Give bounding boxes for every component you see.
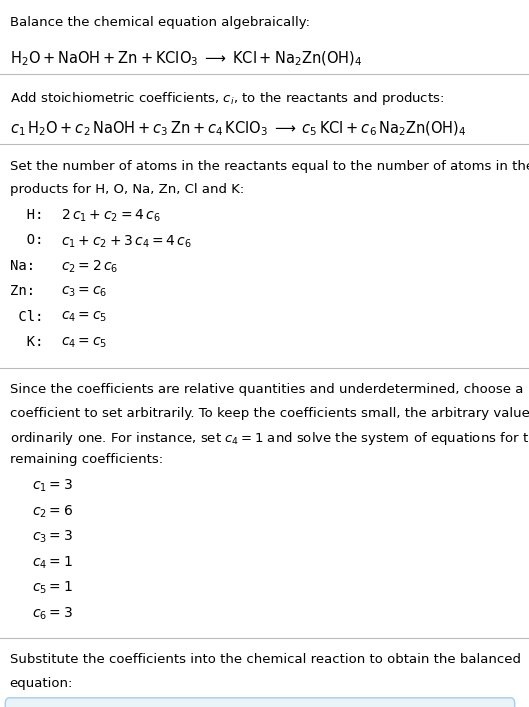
- Text: $c_3 = c_6$: $c_3 = c_6$: [61, 284, 107, 298]
- Text: $c_4 = 1$: $c_4 = 1$: [32, 554, 72, 571]
- Text: ordinarily one. For instance, set $c_4 = 1$ and solve the system of equations fo: ordinarily one. For instance, set $c_4 =…: [10, 430, 529, 447]
- Text: H:: H:: [10, 208, 43, 222]
- Text: Cl:: Cl:: [10, 310, 43, 324]
- Text: remaining coefficients:: remaining coefficients:: [10, 453, 162, 466]
- Text: $\mathrm{H_2O + NaOH + Zn + KClO_3 \;\longrightarrow\; KCl + Na_2Zn(OH)_4}$: $\mathrm{H_2O + NaOH + Zn + KClO_3 \;\lo…: [10, 49, 362, 68]
- Text: $c_5 = 1$: $c_5 = 1$: [32, 580, 72, 596]
- Text: $c_4 = c_5$: $c_4 = c_5$: [61, 335, 107, 349]
- Text: $c_3 = 3$: $c_3 = 3$: [32, 529, 72, 545]
- Text: Add stoichiometric coefficients, $c_i$, to the reactants and products:: Add stoichiometric coefficients, $c_i$, …: [10, 90, 444, 107]
- Text: $c_1 + c_2 + 3\,c_4 = 4\,c_6$: $c_1 + c_2 + 3\,c_4 = 4\,c_6$: [61, 233, 192, 250]
- Text: $c_2 = 6$: $c_2 = 6$: [32, 503, 73, 520]
- Text: K:: K:: [10, 335, 43, 349]
- Text: $c_1\,\mathrm{H_2O} + c_2\,\mathrm{NaOH} + c_3\,\mathrm{Zn} + c_4\,\mathrm{KClO_: $c_1\,\mathrm{H_2O} + c_2\,\mathrm{NaOH}…: [10, 119, 466, 138]
- Text: $c_2 = 2\,c_6$: $c_2 = 2\,c_6$: [61, 259, 118, 275]
- Text: Na:: Na:: [10, 259, 34, 273]
- Text: equation:: equation:: [10, 677, 73, 689]
- Text: $c_1 = 3$: $c_1 = 3$: [32, 478, 72, 494]
- Text: Zn:: Zn:: [10, 284, 34, 298]
- Text: coefficient to set arbitrarily. To keep the coefficients small, the arbitrary va: coefficient to set arbitrarily. To keep …: [10, 407, 529, 419]
- Text: Set the number of atoms in the reactants equal to the number of atoms in the: Set the number of atoms in the reactants…: [10, 160, 529, 173]
- Text: Balance the chemical equation algebraically:: Balance the chemical equation algebraica…: [10, 16, 309, 28]
- Text: O:: O:: [10, 233, 43, 247]
- Text: $2\,c_1 + c_2 = 4\,c_6$: $2\,c_1 + c_2 = 4\,c_6$: [61, 208, 161, 224]
- FancyBboxPatch shape: [5, 698, 515, 707]
- Text: products for H, O, Na, Zn, Cl and K:: products for H, O, Na, Zn, Cl and K:: [10, 183, 244, 196]
- Text: Substitute the coefficients into the chemical reaction to obtain the balanced: Substitute the coefficients into the che…: [10, 653, 521, 666]
- Text: Since the coefficients are relative quantities and underdetermined, choose a: Since the coefficients are relative quan…: [10, 383, 523, 396]
- Text: $c_6 = 3$: $c_6 = 3$: [32, 605, 72, 621]
- Text: $c_4 = c_5$: $c_4 = c_5$: [61, 310, 107, 324]
